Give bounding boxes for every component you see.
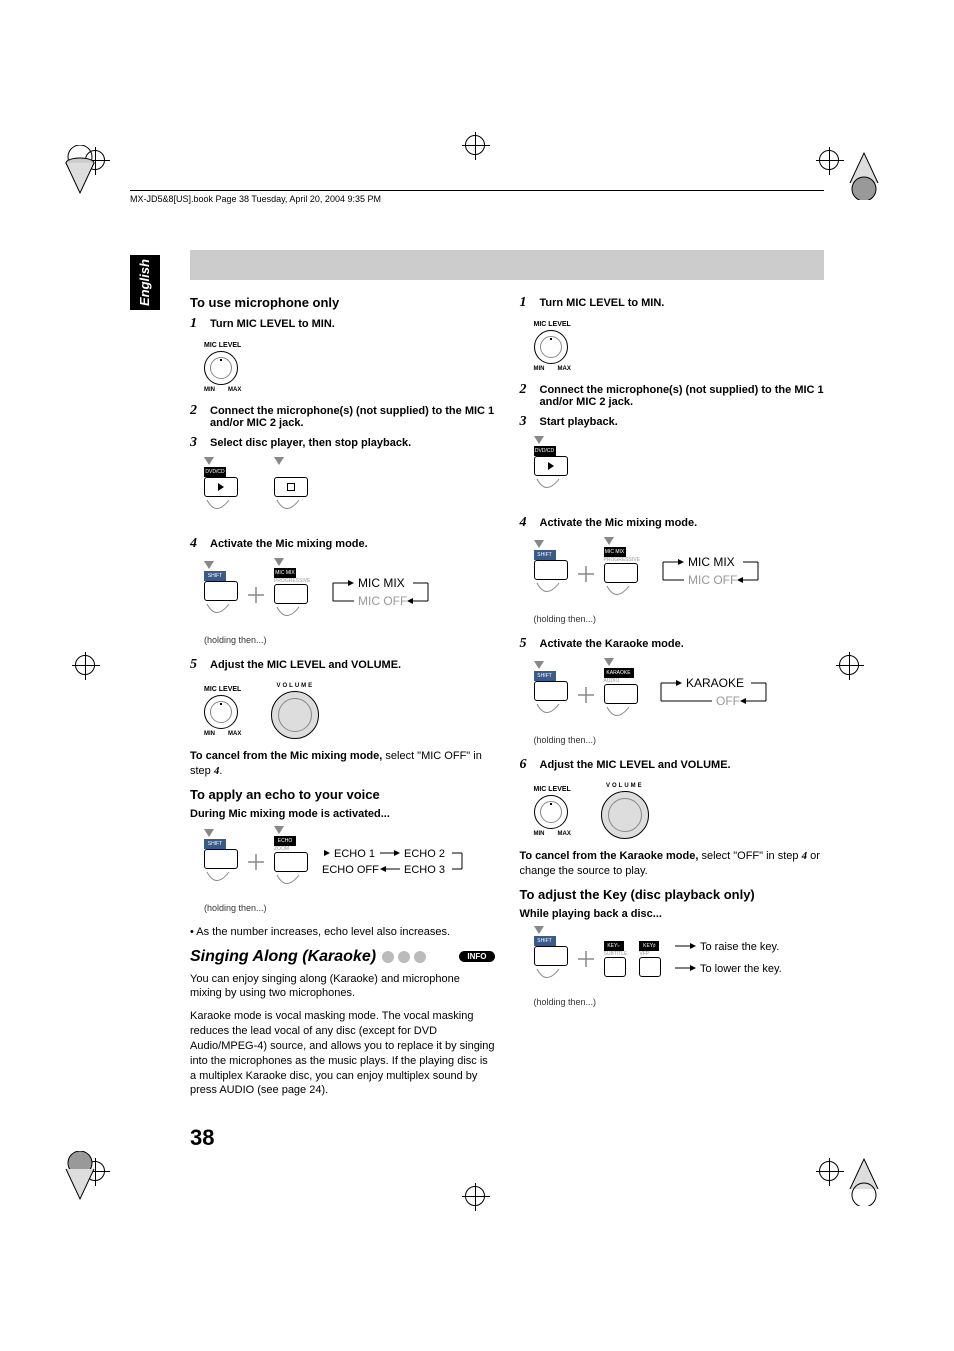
step-number: 2 — [190, 403, 202, 429]
karaoke-section-title: Singing Along (Karaoke) INFO — [190, 948, 495, 966]
cancel-note: To cancel from the Karaoke mode, select … — [520, 849, 825, 879]
page-header: MX-JD5&8[US].book Page 38 Tuesday, April… — [130, 190, 824, 204]
svg-text:To raise the key.: To raise the key. — [700, 941, 779, 953]
section-heading: To use microphone only — [190, 295, 495, 310]
step-number: 1 — [520, 295, 532, 311]
crop-mark — [465, 135, 495, 165]
dvd-cd-button-diagram: DVD/CD — [534, 436, 825, 503]
step-text: Select disc player, then stop playback. — [210, 435, 411, 451]
shift-echo-diagram: SHIFT ECHO ZOOM ECHO 1 — [204, 826, 495, 913]
step-text: Turn MIC LEVEL to MIN. — [540, 295, 665, 311]
sub-heading: While playing back a disc... — [520, 908, 825, 920]
bullet-note: • As the number increases, echo level al… — [190, 925, 495, 940]
step-number: 5 — [190, 657, 202, 673]
svg-text:ECHO 2: ECHO 2 — [404, 848, 445, 860]
sub-heading: During Mic mixing mode is activated... — [190, 808, 495, 820]
plus-icon — [576, 675, 596, 715]
svg-text:MIC OFF: MIC OFF — [688, 573, 737, 587]
corner-graphic — [60, 145, 100, 200]
language-tab: English — [130, 255, 160, 310]
step-text: Connect the microphone(s) (not supplied)… — [540, 382, 825, 408]
step-number: 1 — [190, 316, 202, 332]
right-column: 1 Turn MIC LEVEL to MIN. MIC LEVEL MINMAX… — [520, 295, 825, 1106]
step-number: 5 — [520, 636, 532, 652]
crop-mark — [839, 655, 869, 685]
svg-text:MIC MIX: MIC MIX — [688, 555, 735, 569]
page-number: 38 — [190, 1125, 214, 1151]
level-volume-knobs: MIC LEVEL MINMAX VOLUME — [534, 783, 649, 839]
crop-mark — [465, 1186, 495, 1216]
svg-text:OFF: OFF — [716, 694, 740, 708]
step-text: Adjust the MIC LEVEL and VOLUME. — [540, 757, 731, 773]
step-number: 4 — [190, 536, 202, 552]
step-text: Activate the Mic mixing mode. — [210, 536, 368, 552]
plus-icon — [576, 939, 596, 979]
section-heading: To adjust the Key (disc playback only) — [520, 887, 825, 902]
svg-text:ECHO 3: ECHO 3 — [404, 864, 445, 876]
cancel-note: To cancel from the Mic mixing mode, sele… — [190, 749, 495, 779]
step-text: Activate the Mic mixing mode. — [540, 515, 698, 531]
mic-level-knob-diagram: MIC LEVEL MINMAX — [204, 342, 241, 393]
dvd-cd-button-diagram: DVD/CD — [204, 457, 495, 524]
para: Karaoke mode is vocal masking mode. The … — [190, 1009, 495, 1098]
shift-micmix-diagram: SHIFT MIC MIX PROGRESSIVE MIC MIX — [534, 537, 825, 624]
corner-graphic — [60, 1151, 100, 1206]
svg-text:To lower the key.: To lower the key. — [700, 963, 782, 975]
shift-micmix-diagram: SHIFT MIC MIX PROGRESSIVE MIC MIX — [204, 558, 495, 645]
step-number: 3 — [520, 414, 532, 430]
svg-text:KARAOKE: KARAOKE — [686, 676, 744, 690]
svg-text:ECHO 1: ECHO 1 — [334, 848, 375, 860]
left-column: To use microphone only 1 Turn MIC LEVEL t… — [190, 295, 495, 1106]
section-heading: To apply an echo to your voice — [190, 787, 495, 802]
shift-karaoke-diagram: SHIFT KARAOKE AUDIO KARAOKE — [534, 658, 825, 745]
corner-graphic — [844, 1151, 884, 1206]
step-number: 4 — [520, 515, 532, 531]
level-volume-knobs: MIC LEVEL MINMAX VOLUME — [204, 683, 319, 739]
info-badge: INFO — [459, 951, 494, 962]
step-text: Activate the Karaoke mode. — [540, 636, 684, 652]
mic-level-knob-diagram: MIC LEVEL MINMAX — [534, 321, 571, 372]
svg-text:MIC OFF: MIC OFF — [358, 594, 407, 608]
crop-mark — [75, 655, 105, 685]
step-text: Start playback. — [540, 414, 618, 430]
step-number: 2 — [520, 382, 532, 408]
corner-graphic — [844, 145, 884, 200]
svg-text:MIC MIX: MIC MIX — [358, 576, 405, 590]
plus-icon — [246, 842, 266, 882]
plus-icon — [576, 554, 596, 594]
step-text: Turn MIC LEVEL to MIN. — [210, 316, 335, 332]
svg-text:ECHO OFF: ECHO OFF — [322, 864, 379, 876]
para: You can enjoy singing along (Karaoke) an… — [190, 972, 495, 1002]
step-text: Connect the microphone(s) (not supplied)… — [210, 403, 495, 429]
step-number: 3 — [190, 435, 202, 451]
step-text: Adjust the MIC LEVEL and VOLUME. — [210, 657, 401, 673]
step-number: 6 — [520, 757, 532, 773]
plus-icon — [246, 575, 266, 615]
header-bar — [190, 250, 824, 280]
shift-key-diagram: SHIFT KEY♭ SUBTITLE KEY♯ VFP — [534, 926, 825, 1007]
